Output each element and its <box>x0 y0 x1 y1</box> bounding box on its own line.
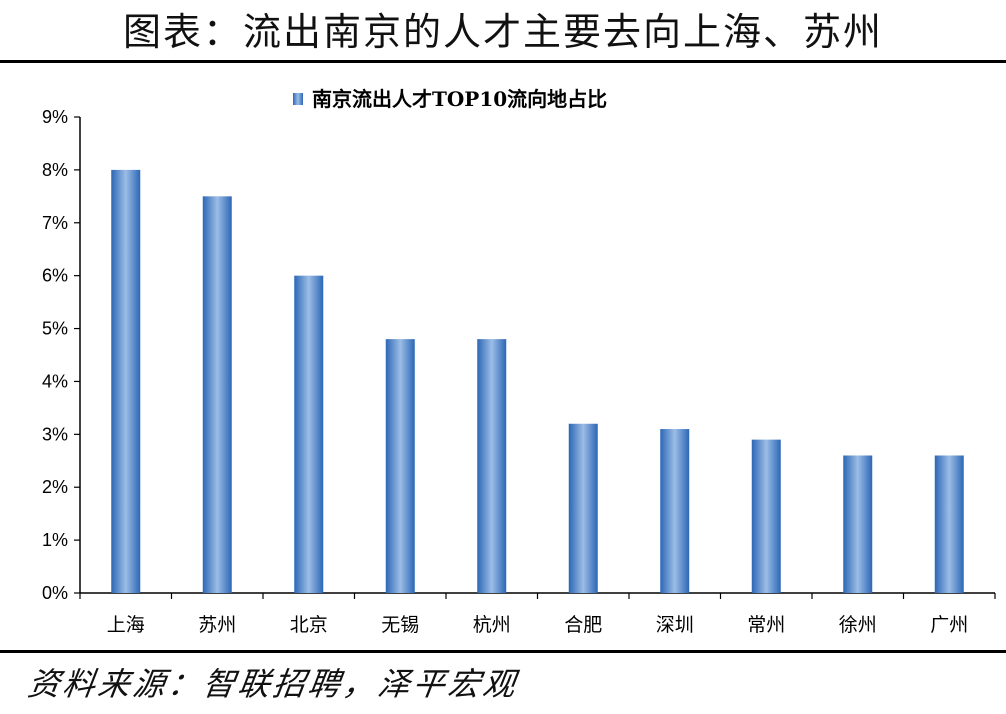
y-tick-label: 1% <box>42 530 68 550</box>
bar <box>751 439 781 593</box>
x-category-label: 苏州 <box>198 614 236 636</box>
y-tick-label: 4% <box>42 371 68 391</box>
chart-legend: 南京流出人才TOP10流向地占比 <box>293 87 607 111</box>
x-category-label: 徐州 <box>839 614 877 636</box>
bar <box>202 196 232 594</box>
bar <box>660 429 690 593</box>
y-tick-label: 6% <box>42 266 68 286</box>
y-tick-label: 0% <box>42 583 68 603</box>
x-category-label: 杭州 <box>473 614 511 636</box>
source-note: 资料来源：智联招聘，泽平宏观 <box>25 665 521 703</box>
title-divider <box>0 60 1006 63</box>
y-tick-label: 9% <box>42 107 68 127</box>
x-category-label: 北京 <box>290 614 328 636</box>
page-title: 图表：流出南京的人才主要去向上海、苏州 <box>122 10 883 54</box>
bar <box>111 169 141 593</box>
y-tick-label: 8% <box>42 160 68 180</box>
bar <box>385 339 415 593</box>
chart-axes: 0% 1% 2% 3% 4% 5% 6% 7% 8% 9% <box>42 107 996 603</box>
y-tick-label: 3% <box>42 424 68 444</box>
y-tick-label: 2% <box>42 477 68 497</box>
bar <box>843 455 873 593</box>
x-category-label: 合肥 <box>564 614 602 636</box>
bar <box>934 455 964 593</box>
x-category-label: 无锡 <box>381 614 419 636</box>
footer-divider <box>0 650 1006 653</box>
x-category-label: 常州 <box>747 614 785 636</box>
y-tick-label: 7% <box>42 213 68 233</box>
legend-swatch <box>293 93 303 105</box>
y-tick-label: 5% <box>42 319 68 339</box>
bar-chart: 南京流出人才TOP10流向地占比 0% 1% 2% 3% 4% 5% 6% 7% 8% 9% 上海… <box>42 87 996 636</box>
chart-bars <box>111 169 964 594</box>
legend-label: 南京流出人才TOP10流向地占比 <box>312 87 607 111</box>
bar <box>568 423 598 593</box>
x-category-label: 深圳 <box>656 614 694 636</box>
bar <box>477 339 507 593</box>
chart-labels: 上海 苏州 北京 无锡 杭州 合肥 深圳 常州 徐州 广州 <box>107 614 969 636</box>
x-category-label: 广州 <box>930 614 968 636</box>
x-category-label: 上海 <box>107 614 145 636</box>
bar <box>294 275 324 593</box>
